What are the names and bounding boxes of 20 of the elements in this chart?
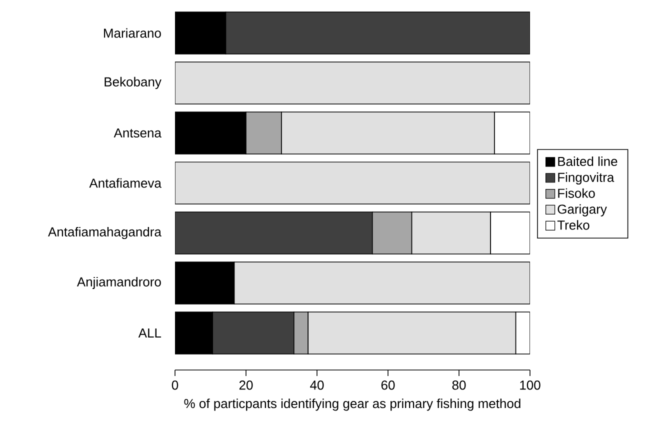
x-axis-title: % of particpants identifying gear as primary fishing method [184,398,520,411]
legend-label: Fisoko [558,188,595,198]
y-tick-label: Anjiamandroro [76,276,161,290]
x-tick-label: 40 [310,380,324,390]
bar [175,162,530,204]
x-tick-label: 0 [172,380,178,390]
y-tick-label: Antafiamahagandra [48,226,162,240]
x-tick-label: 60 [381,380,395,390]
x-tick-label: 80 [452,380,466,390]
legend-label: Baited line [558,156,618,166]
legend-label: Garigary [558,204,607,216]
y-tick-label: Bekobany [104,76,162,90]
y-tick-label: ALL [138,328,162,338]
x-tick-label: 20 [239,380,253,390]
x-tick-label: 100 [520,380,540,390]
legend-label: Treko [557,220,590,230]
y-tick-label: Antafiameva [89,178,162,188]
y-tick-label: Antsena [114,128,162,138]
y-tick-label: Mariarano [104,28,161,38]
legend-label: Fingovitra [558,172,614,185]
